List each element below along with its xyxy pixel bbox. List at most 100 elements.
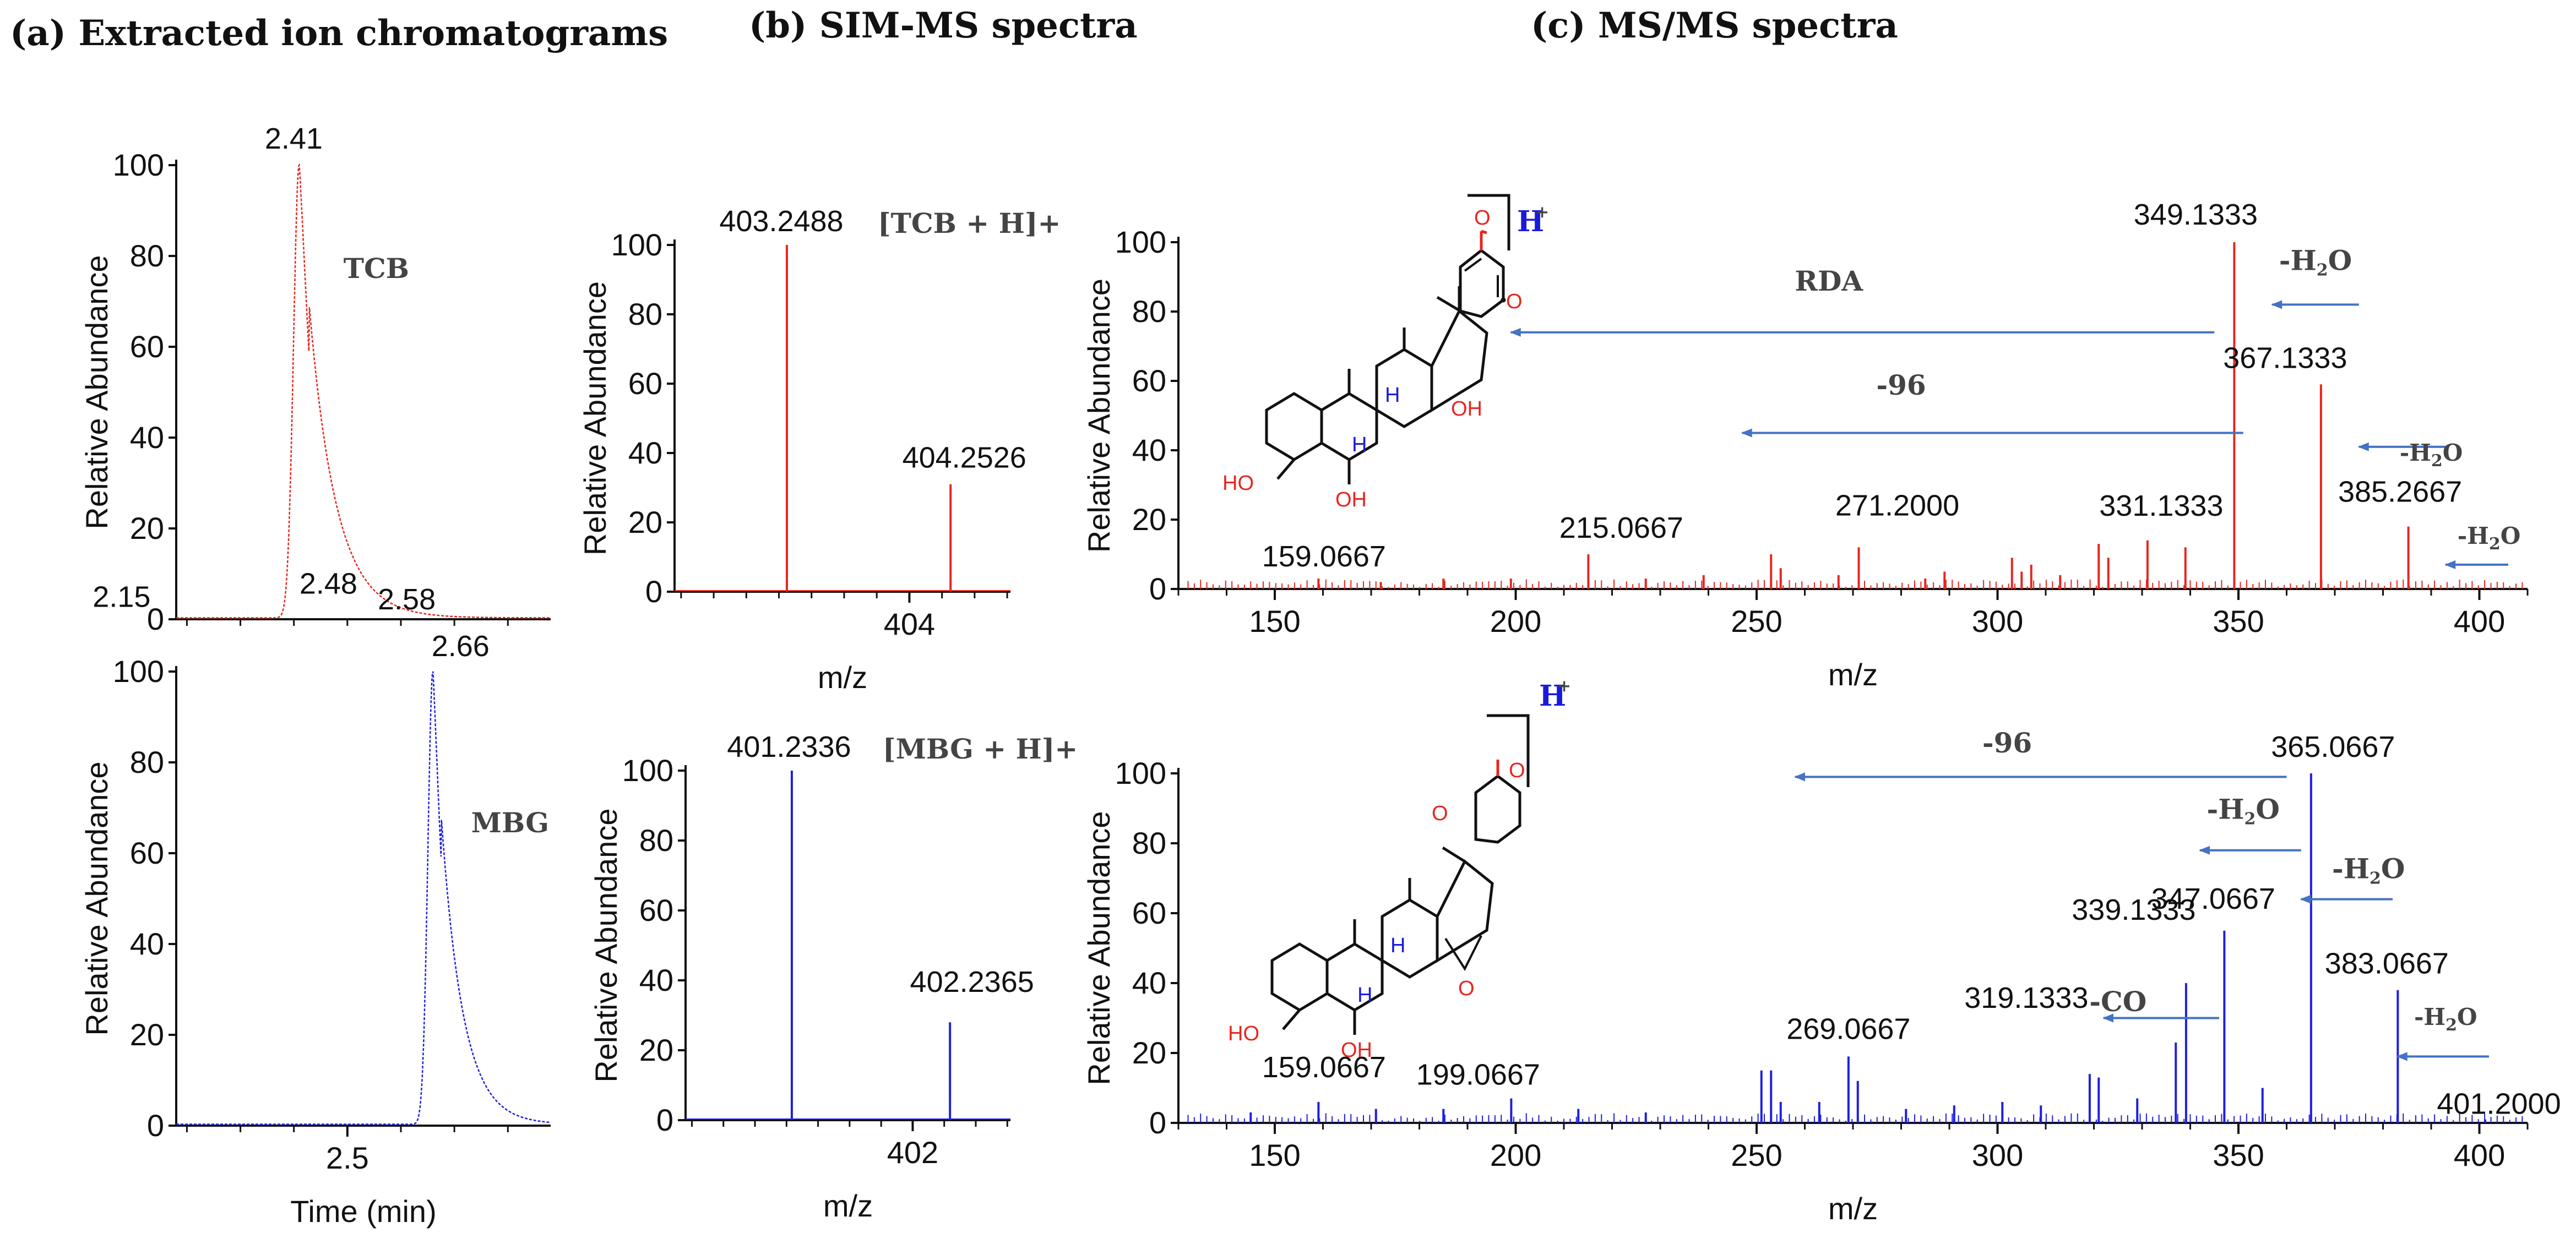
y-tick-label: 60	[1132, 896, 1166, 930]
panel-title-a: (a) Extracted ion chromatograms	[10, 13, 668, 54]
y-axis-label: Relative Abundance	[578, 281, 612, 555]
loss-annotation: -H2O	[2458, 522, 2521, 554]
mbg-bracket	[1487, 714, 1530, 787]
y-tick-label: 80	[130, 238, 164, 273]
compound-label: TCB	[344, 252, 409, 285]
x-tick-label: 200	[1490, 604, 1541, 639]
loss-annotation: -H2O	[2279, 244, 2352, 280]
mbg-label-oh-c5: OH	[1341, 1039, 1372, 1062]
y-tick-label: 100	[622, 753, 673, 788]
mbg-h-plus-charge: +	[1557, 676, 1571, 696]
mbg-label-h-c9: H	[1357, 984, 1372, 1007]
peak-label: 347.0667	[2151, 882, 2275, 915]
ion-label: [MBG + H]+	[883, 733, 1078, 765]
x-axis-label: m/z	[818, 660, 867, 695]
y-tick-label: 100	[1115, 225, 1166, 259]
loss-annotation: -96	[1982, 727, 2032, 759]
y-tick-label: 40	[1132, 965, 1166, 1000]
tcb-label-o-ring: O	[1506, 290, 1523, 313]
peak-label: 339.1333	[2072, 893, 2195, 926]
panel-title-b: (b) SIM-MS spectra	[749, 5, 1138, 46]
y-tick-label: 60	[130, 329, 164, 364]
x-tick-label: 404	[884, 607, 935, 641]
x-tick-label: 2.5	[326, 1141, 369, 1175]
x-tick-label: 350	[2213, 604, 2264, 639]
y-tick-label: 100	[113, 654, 164, 689]
mbg-structure: H + O O O OH HO H H	[1228, 676, 1571, 1062]
peak-label: 215.0667	[1559, 511, 1683, 544]
tcb-label-o-carbonyl: O	[1474, 206, 1491, 230]
peak-label: 402.2365	[910, 965, 1034, 999]
y-tick-label: 60	[639, 893, 673, 927]
tcb-label-oh-c14: OH	[1451, 397, 1482, 421]
tcb-structure: H + O O OH OH HO H H	[1222, 194, 1549, 511]
peak-label: 365.0667	[2271, 730, 2395, 763]
peak-label: 2.48	[300, 568, 357, 601]
x-tick-label: 400	[2454, 1138, 2505, 1172]
tcb-label-ho-c3: HO	[1222, 472, 1254, 495]
y-axis-label: Relative Abundance	[79, 255, 114, 529]
y-tick-label: 0	[1149, 571, 1166, 606]
mbg-label-o-ring: O	[1432, 802, 1448, 825]
loss-annotation: -H2O	[2400, 439, 2463, 471]
peak-label: 269.0667	[1786, 1012, 1910, 1045]
tcb-h-plus: H	[1517, 205, 1544, 238]
peak-label: 159.0667	[1262, 540, 1386, 573]
x-tick-label: 250	[1731, 1138, 1782, 1172]
x-tick-label: 250	[1731, 604, 1782, 639]
y-tick-label: 40	[1132, 433, 1166, 467]
y-tick-label: 20	[1132, 1035, 1166, 1070]
y-tick-label: 80	[639, 823, 673, 858]
y-axis-label: Relative Abundance	[79, 761, 114, 1035]
peak-label: 404.2526	[903, 441, 1026, 474]
trace-line	[176, 163, 551, 619]
y-tick-label: 20	[639, 1033, 673, 1067]
y-tick-label: 0	[656, 1103, 673, 1137]
x-tick-label: 150	[1249, 604, 1300, 639]
y-axis-label: Relative Abundance	[1082, 279, 1116, 553]
y-tick-label: 0	[645, 574, 662, 609]
peak-label: 385.2667	[2338, 476, 2462, 509]
x-tick-label: 150	[1249, 1138, 1300, 1172]
peak-label: 367.1333	[2223, 341, 2347, 374]
peak-label: 271.2000	[1835, 489, 1959, 522]
tcb-ring-o	[1501, 297, 1506, 303]
y-tick-label: 60	[1132, 363, 1166, 398]
y-tick-label: 20	[628, 505, 662, 539]
y-tick-label: 60	[628, 366, 662, 401]
peak-label: 199.0667	[1416, 1059, 1540, 1092]
plot-msms-mbg: 0 20 40 60 80 100 Relative Abundance 150 200 250 3…	[1082, 727, 2561, 1226]
peak-label: 2.58	[378, 583, 436, 616]
tcb-bracket	[1468, 194, 1510, 250]
loss-annotation: -H2O	[2332, 853, 2405, 888]
y-tick-label: 40	[628, 435, 662, 470]
tcb-h-plus-charge: +	[1535, 203, 1549, 222]
tcb-structure-rings	[1265, 230, 1505, 484]
y-tick-label: 0	[1149, 1105, 1166, 1140]
x-axis-label: m/z	[823, 1188, 873, 1223]
panel-title-c: (c) MS/MS spectra	[1531, 5, 1898, 46]
tcb-label-oh-c5: OH	[1335, 488, 1367, 511]
y-tick-label: 100	[611, 227, 662, 262]
mbg-structure-rings	[1270, 760, 1521, 1035]
x-tick-label: 200	[1490, 1138, 1541, 1172]
peak-label: 2.66	[432, 630, 490, 663]
y-tick-label: 80	[1132, 826, 1166, 860]
x-axis-label: Time (min)	[290, 1194, 436, 1229]
x-tick-label: 300	[1972, 1138, 2023, 1172]
y-tick-label: 40	[130, 420, 164, 455]
ion-label: [TCB + H]+	[878, 207, 1061, 239]
x-axis-label: m/z	[1828, 657, 1878, 692]
y-tick-label: 0	[147, 602, 164, 636]
loss-annotation: -CO	[2089, 985, 2146, 1018]
plot-msms-tcb: 0 20 40 60 80 100 Relative Abundance 150 200 250 3…	[1082, 198, 2529, 692]
tcb-label-h-c9: H	[1352, 433, 1367, 456]
tcb-label-h-c8: H	[1385, 384, 1400, 407]
y-tick-label: 40	[130, 926, 164, 961]
mbg-label-ho-c3: HO	[1228, 1022, 1259, 1045]
mbg-label-h-c8: H	[1390, 934, 1405, 957]
compound-label: MBG	[471, 806, 549, 839]
y-tick-label: 80	[1132, 294, 1166, 329]
peak-label: 401.2000	[2437, 1088, 2561, 1121]
